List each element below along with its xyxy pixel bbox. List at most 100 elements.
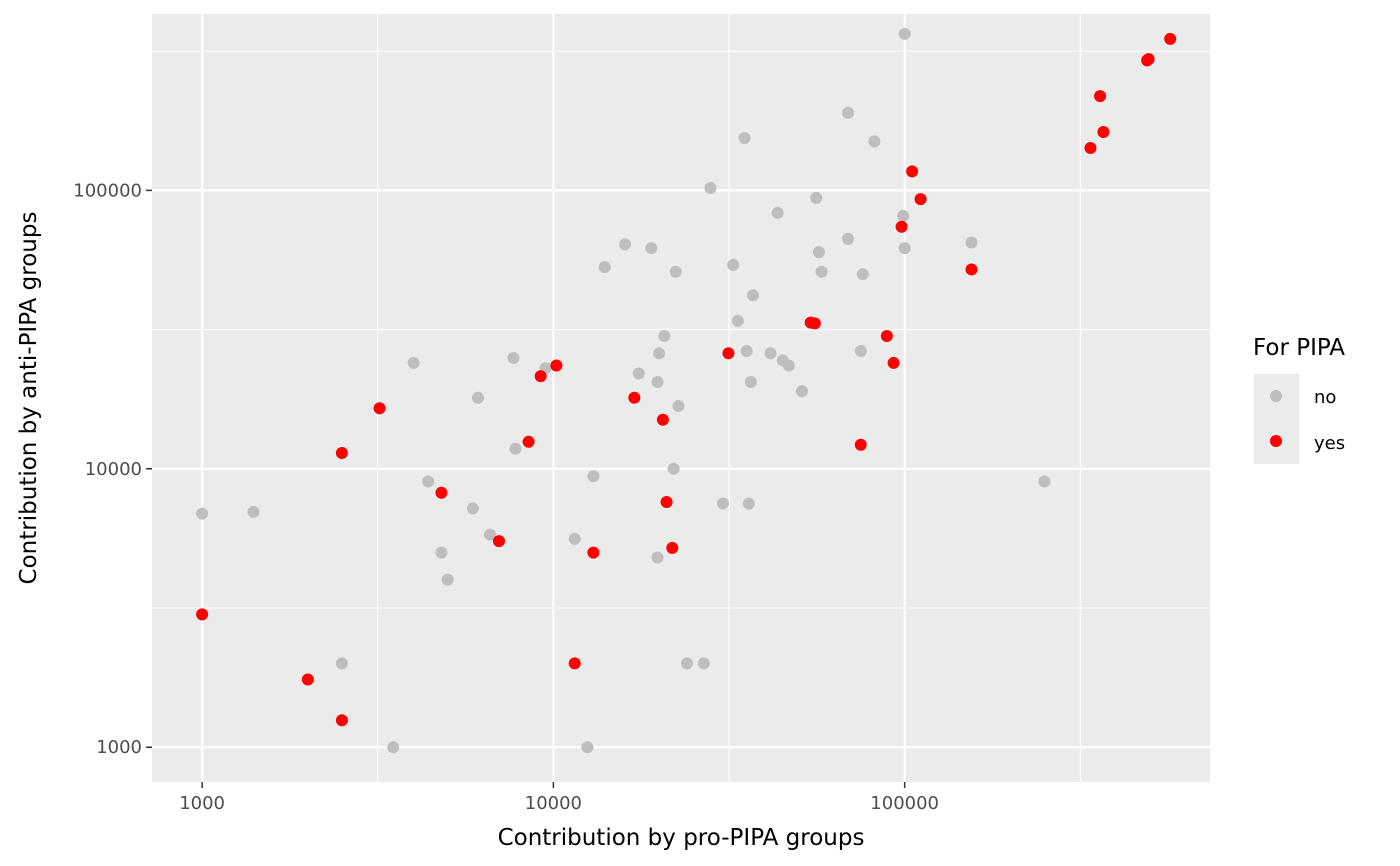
point-yes [435, 486, 448, 499]
point-no [435, 546, 448, 559]
point-no [842, 232, 855, 245]
x-tick-label: 100000 [870, 793, 939, 814]
point-no [645, 242, 658, 255]
point-yes [880, 329, 893, 342]
y-tick-label: 1000 [96, 737, 142, 758]
point-yes [895, 220, 908, 233]
point-no [897, 209, 910, 222]
point-yes [722, 347, 735, 360]
point-yes [914, 193, 927, 206]
point-no [619, 238, 632, 251]
legend-marker-yes [1270, 435, 1282, 447]
point-no [740, 344, 753, 357]
point-yes [587, 546, 600, 559]
point-yes [1084, 141, 1097, 154]
point-no [651, 375, 664, 388]
point-no [856, 268, 869, 281]
point-no [651, 551, 664, 564]
point-no [782, 359, 795, 372]
point-no [632, 367, 645, 380]
point-yes [808, 317, 821, 330]
point-yes [196, 608, 209, 621]
y-axis-ticks: 1000 10000 100000 [73, 180, 152, 758]
point-yes [301, 673, 314, 686]
plot-panel [152, 14, 1210, 782]
point-no [667, 462, 680, 475]
point-yes [1094, 90, 1107, 103]
point-yes [550, 359, 563, 372]
point-yes [335, 714, 348, 727]
point-no [1038, 475, 1051, 488]
point-no [704, 181, 717, 194]
point-no [810, 191, 823, 204]
legend-marker-no [1270, 390, 1282, 402]
legend-title: For PIPA [1253, 335, 1345, 361]
point-no [738, 132, 751, 145]
data-points [196, 27, 1177, 754]
legend-label-no: no [1314, 387, 1336, 408]
point-no [746, 289, 759, 302]
point-yes [666, 541, 679, 554]
point-no [568, 532, 581, 545]
point-yes [492, 535, 505, 548]
point-no [764, 347, 777, 360]
point-no [672, 400, 685, 413]
point-no [815, 265, 828, 278]
point-no [507, 351, 520, 364]
point-no [581, 741, 594, 754]
point-no [744, 375, 757, 388]
point-no [407, 356, 420, 369]
x-tick-label: 1000 [179, 793, 225, 814]
point-yes [1142, 53, 1155, 66]
y-axis-title: Contribution by anti-PIPA groups [16, 212, 42, 585]
legend-label-yes: yes [1314, 433, 1345, 454]
point-no [247, 505, 260, 518]
y-tick-label: 10000 [85, 459, 142, 480]
point-no [771, 206, 784, 219]
point-no [441, 573, 454, 586]
point-no [587, 470, 600, 483]
point-no [196, 507, 209, 520]
point-no [422, 475, 435, 488]
point-no [731, 314, 744, 327]
x-tick-label: 10000 [525, 793, 582, 814]
point-no [742, 497, 755, 510]
point-no [842, 106, 855, 119]
point-no [812, 246, 825, 259]
point-yes [335, 446, 348, 459]
point-yes [568, 657, 581, 670]
point-no [466, 502, 479, 515]
point-yes [1097, 126, 1110, 139]
point-no [965, 236, 978, 249]
point-no [669, 265, 682, 278]
point-no [898, 27, 911, 40]
point-yes [906, 165, 919, 178]
point-no [868, 135, 881, 148]
point-no [680, 657, 693, 670]
point-no [335, 657, 348, 670]
x-axis-ticks: 1000 10000 100000 [179, 782, 939, 814]
point-yes [534, 370, 547, 383]
point-no [483, 528, 496, 541]
point-yes [965, 263, 978, 276]
point-yes [628, 391, 641, 404]
point-yes [522, 435, 535, 448]
point-no [795, 385, 808, 398]
point-yes [1164, 32, 1177, 45]
point-no [658, 329, 671, 342]
point-no [854, 344, 867, 357]
point-yes [656, 413, 669, 426]
point-yes [373, 402, 386, 415]
point-no [653, 347, 666, 360]
point-no [598, 261, 611, 274]
y-tick-label: 100000 [73, 180, 142, 201]
grid-lines [152, 14, 1210, 782]
point-yes [854, 438, 867, 451]
legend: For PIPA no yes [1253, 335, 1345, 464]
point-yes [660, 495, 673, 508]
point-no [727, 258, 740, 271]
point-no [509, 442, 522, 455]
point-no [898, 242, 911, 255]
point-no [697, 657, 710, 670]
